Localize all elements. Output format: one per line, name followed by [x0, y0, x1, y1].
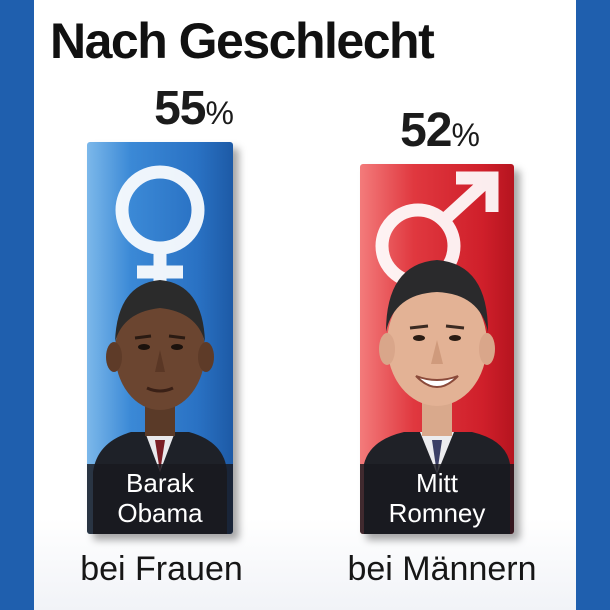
value-label-men: 52%: [360, 101, 520, 172]
female-symbol-icon: [115, 165, 205, 292]
value-number-women: 55: [154, 82, 206, 135]
value-unit-men: %: [451, 117, 480, 153]
candidate-first-name: Barak: [126, 468, 194, 498]
candidate-last-name: Obama: [117, 498, 203, 528]
value-number-men: 52: [400, 104, 452, 157]
bar-men: Mitt Romney: [360, 164, 514, 534]
chart-title: Nach Geschlecht: [50, 13, 435, 69]
value-unit-women: %: [205, 95, 234, 131]
candidate-last-name: Romney: [388, 498, 486, 528]
category-label-women: bei Frauen: [80, 550, 243, 588]
candidate-name-men: Mitt Romney: [360, 464, 514, 534]
value-label-women: 55%: [114, 79, 274, 150]
bar-women: Barak Obama: [87, 142, 233, 534]
category-label-men: bei Männern: [347, 550, 537, 588]
candidate-first-name: Mitt: [416, 468, 458, 498]
candidate-name-women: Barak Obama: [87, 464, 233, 534]
chart-panel: Nach Geschlecht 55% 52%: [34, 0, 576, 610]
